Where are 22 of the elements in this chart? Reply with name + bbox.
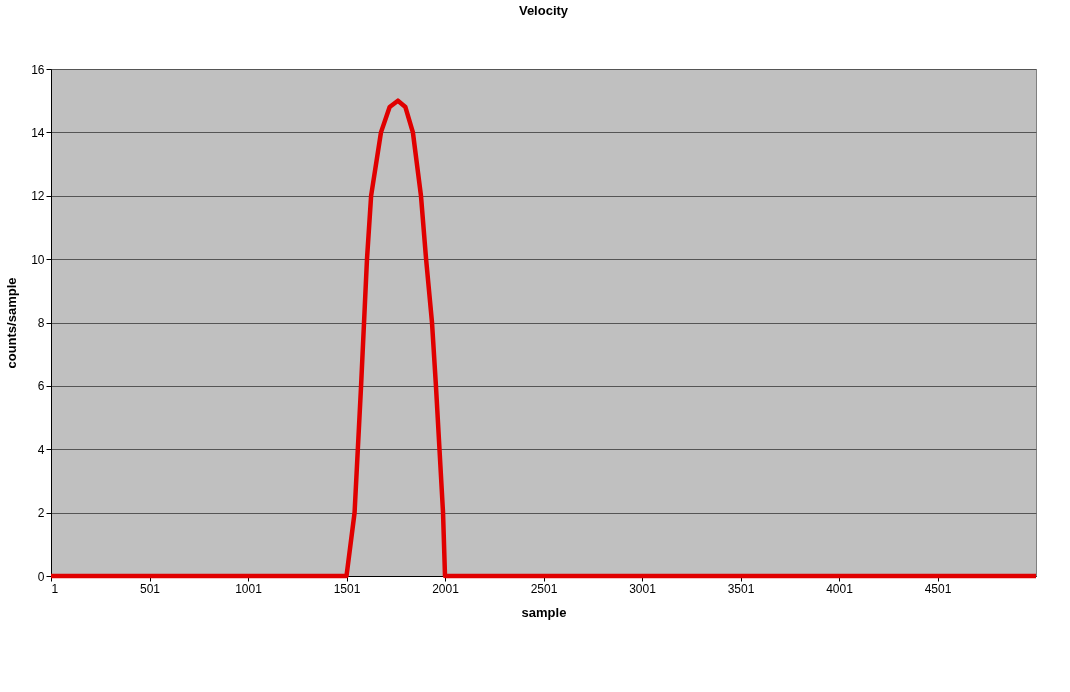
x-tick-label: 3501: [727, 581, 755, 596]
x-tick-label: 501: [139, 581, 161, 596]
y-tick-label: 8: [37, 316, 45, 330]
y-tick-label: 6: [37, 379, 45, 394]
x-tick-label: 1001: [235, 581, 263, 596]
y-tick-label: 4: [37, 442, 45, 457]
x-tick-label: 3001: [629, 581, 657, 596]
y-tick-label: 14: [31, 125, 45, 140]
y-tick-label: 0: [37, 569, 45, 584]
y-tick-label: 10: [31, 252, 45, 267]
x-tick-label: 2001: [432, 581, 460, 596]
y-tick-label: 12: [31, 189, 45, 204]
x-tick-label: 1: [51, 581, 59, 596]
x-axis-title: sample: [521, 604, 567, 620]
chart-title: Velocity: [518, 3, 569, 18]
y-axis-title: counts/sample: [4, 277, 20, 369]
x-tick-label: 4501: [924, 581, 952, 596]
y-tick-label: 16: [31, 62, 45, 77]
x-tick-label: 1501: [333, 581, 361, 596]
y-tick-label: 2: [37, 506, 45, 521]
x-tick-label: 2501: [530, 581, 558, 596]
x-tick-label: 4001: [826, 581, 854, 596]
